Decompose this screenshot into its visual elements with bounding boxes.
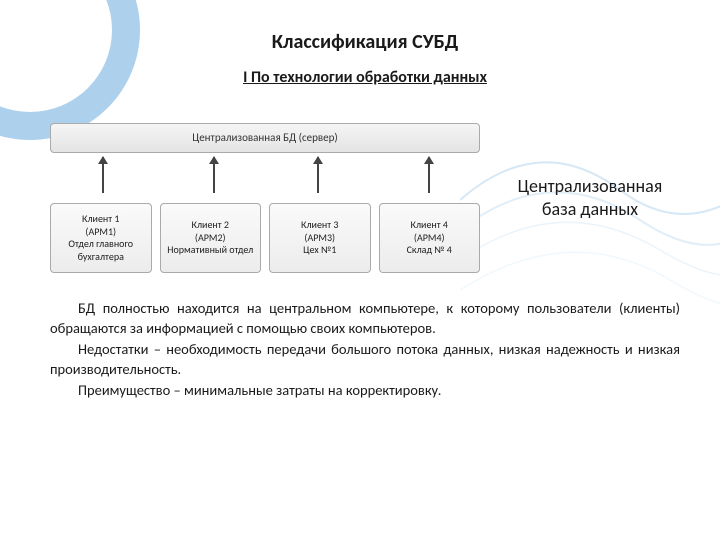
slide-content: Классификация СУБД I По технологии обраб… (0, 0, 720, 423)
arrow-4 (428, 157, 430, 193)
client-label: Клиент 2 (163, 219, 259, 232)
client-node-1: Клиент 1 (АРМ1) Отдел главного бухгалтер… (50, 203, 152, 273)
client-label: Клиент 3 (272, 219, 368, 232)
arrows-layer (50, 153, 480, 195)
paragraph-3: Преимущество – минимальные затраты на ко… (50, 381, 680, 401)
client-dept: Нормативный отдел (163, 244, 259, 257)
client-nodes: Клиент 1 (АРМ1) Отдел главного бухгалтер… (50, 203, 480, 273)
paragraph-2: Недостатки – необходимость передачи боль… (50, 340, 680, 379)
server-node: Централизованная БД (сервер) (50, 123, 480, 153)
client-node-3: Клиент 3 (АРМ3) Цех №1 (269, 203, 371, 273)
arrow-1 (102, 157, 104, 193)
client-dept: Цех №1 (272, 244, 368, 257)
body-text: БД пол­ностью находится на центральном к… (50, 299, 680, 401)
slide-title: Классификация СУБД (50, 30, 680, 54)
paragraph-1: БД пол­ностью находится на центральном к… (50, 299, 680, 338)
diagram-area: Централизованная БД (сервер) Клиент 1 (А… (50, 123, 680, 273)
client-label: Клиент 1 (53, 213, 149, 226)
client-node-2: Клиент 2 (АРМ2) Нормативный отдел (160, 203, 262, 273)
slide-subtitle: I По технологии обработки данных (50, 68, 680, 87)
client-server-diagram: Централизованная БД (сервер) Клиент 1 (А… (50, 123, 480, 273)
client-label: Клиент 4 (382, 219, 478, 232)
arrow-3 (317, 157, 319, 193)
arrow-2 (213, 157, 215, 193)
diagram-caption: Централизованная база данных (500, 175, 680, 222)
client-node-4: Клиент 4 (АРМ4) Склад № 4 (379, 203, 481, 273)
client-dept: Склад № 4 (382, 244, 478, 257)
client-dept: Отдел главного бухгалтера (53, 238, 149, 263)
